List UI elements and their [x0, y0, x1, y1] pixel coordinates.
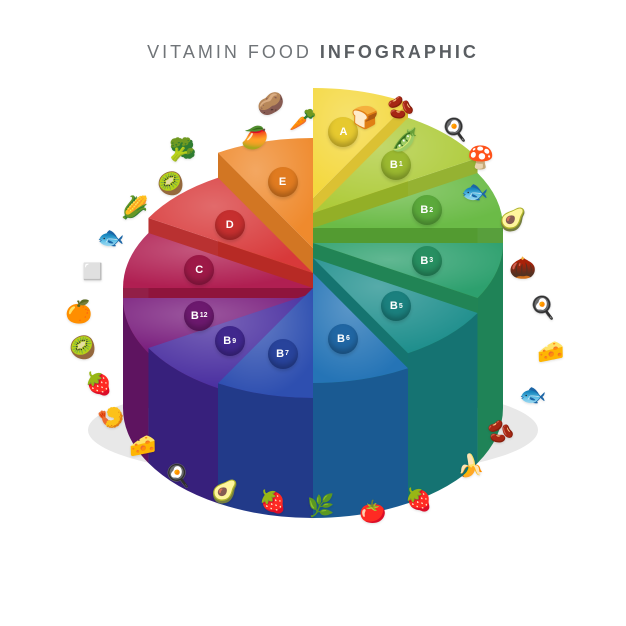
food-beans: 🫘 — [387, 97, 414, 119]
food-banana: 🍌 — [457, 455, 484, 477]
food-avocado: 🥑 — [499, 209, 526, 231]
food-avocado2: 🥑 — [211, 481, 238, 503]
food-cheese2: 🧀 — [129, 435, 156, 457]
vitamin-badge-B12: B12 — [184, 301, 214, 331]
vitamin-badge-B6: B6 — [328, 324, 358, 354]
food-fish: 🐟 — [461, 181, 488, 203]
food-mushroom: 🍄 — [467, 147, 494, 169]
food-brown-nut: 🌰 — [509, 257, 536, 279]
food-egg3: 🍳 — [164, 465, 191, 487]
vitamin-badge-C: C — [184, 255, 214, 285]
slice-C — [123, 233, 313, 408]
vitamin-badge-B3: B3 — [412, 246, 442, 276]
food-strawberry: 🍓 — [259, 491, 286, 513]
vitamin-badge-B1: B1 — [381, 150, 411, 180]
food-peas: 🫛 — [391, 129, 418, 151]
food-egg: 🍳 — [441, 119, 468, 141]
food-raspberry: 🍓 — [405, 489, 432, 511]
food-potato: 🥔 — [257, 93, 284, 115]
vitamin-badge-B5: B5 — [381, 291, 411, 321]
food-kiwi2: 🥝 — [157, 173, 184, 195]
slice-B2 — [313, 173, 503, 408]
food-tomato: 🍅 — [359, 501, 386, 523]
title-light: VITAMIN FOOD — [147, 42, 312, 62]
food-fish3: 🐟 — [97, 227, 124, 249]
food-bread: 🍞 — [351, 107, 378, 129]
food-strawberry2: 🍓 — [85, 373, 112, 395]
food-egg2: 🍳 — [529, 297, 556, 319]
vitamin-badge-E: E — [268, 167, 298, 197]
food-shrimp: 🍤 — [97, 407, 124, 429]
vitamin-badge-B2: B2 — [412, 195, 442, 225]
food-kiwi: 🥝 — [69, 337, 96, 359]
title-bold: INFOGRAPHIC — [320, 42, 479, 62]
food-fish2: 🐟 — [519, 384, 546, 406]
food-seeds: 🫘 — [487, 421, 514, 443]
page-title: VITAMIN FOOD INFOGRAPHIC — [0, 42, 626, 63]
food-tofu: ◻️ — [79, 261, 106, 283]
food-mango: 🥭 — [241, 127, 268, 149]
vitamin-badge-D: D — [215, 210, 245, 240]
food-asparagus: 🌿 — [307, 495, 334, 517]
food-cheese: 🧀 — [537, 341, 564, 363]
vitamin-badge-B9: B9 — [215, 326, 245, 356]
food-corn: 🌽 — [121, 197, 148, 219]
food-carrot: 🥕 — [289, 109, 316, 131]
food-broccoli: 🥦 — [169, 139, 196, 161]
vitamin-badge-B7: B7 — [268, 339, 298, 369]
food-orange: 🍊 — [65, 301, 92, 323]
slice-E — [218, 138, 313, 408]
